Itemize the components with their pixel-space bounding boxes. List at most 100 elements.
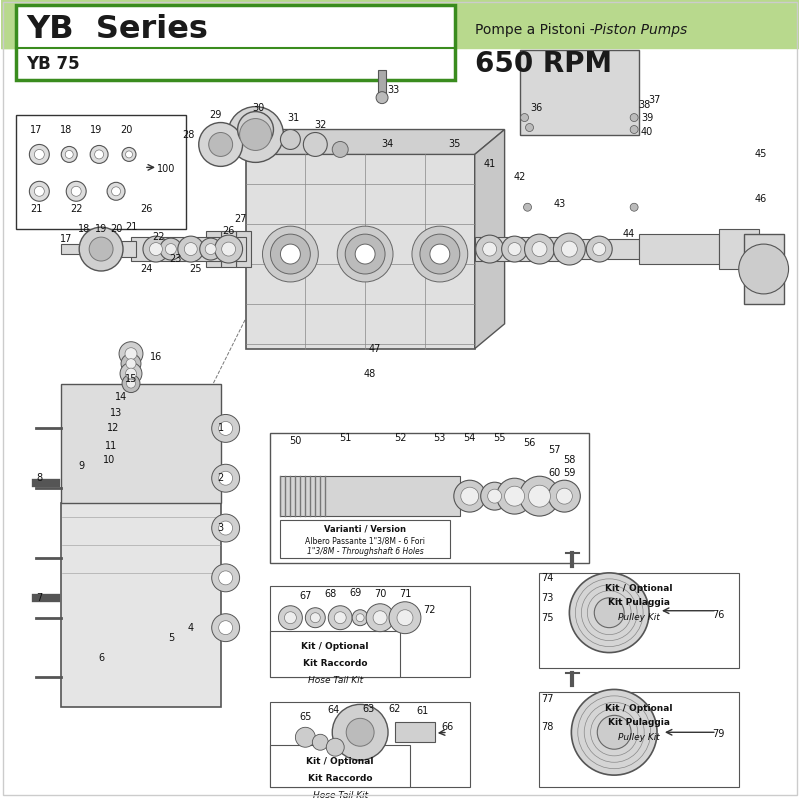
Circle shape — [122, 374, 140, 393]
Text: 61: 61 — [417, 706, 429, 716]
Text: 66: 66 — [442, 722, 454, 732]
Circle shape — [519, 476, 559, 516]
Circle shape — [89, 237, 113, 261]
Bar — [96, 241, 136, 257]
Circle shape — [334, 612, 346, 624]
Circle shape — [532, 242, 547, 257]
Circle shape — [184, 242, 198, 255]
Circle shape — [206, 243, 216, 254]
Text: 63: 63 — [362, 704, 374, 714]
Bar — [270, 434, 590, 563]
Circle shape — [454, 480, 486, 512]
Circle shape — [373, 610, 387, 625]
Text: Pulley Kit: Pulley Kit — [618, 733, 660, 742]
Text: 52: 52 — [394, 434, 406, 443]
Text: 60: 60 — [548, 468, 561, 478]
Circle shape — [508, 242, 521, 255]
Text: 68: 68 — [324, 589, 336, 598]
Bar — [474, 237, 570, 261]
Circle shape — [346, 234, 385, 274]
Text: 30: 30 — [253, 102, 265, 113]
Text: Kit Pulaggia: Kit Pulaggia — [608, 718, 670, 727]
Text: 39: 39 — [641, 113, 654, 122]
Circle shape — [126, 358, 136, 369]
Circle shape — [166, 243, 176, 254]
Bar — [570, 239, 639, 259]
Text: 35: 35 — [449, 139, 461, 150]
Text: 40: 40 — [641, 126, 654, 137]
Text: 650 RPM: 650 RPM — [474, 50, 612, 78]
Circle shape — [212, 464, 239, 492]
Circle shape — [332, 142, 348, 158]
Circle shape — [598, 715, 631, 750]
Text: 32: 32 — [314, 119, 326, 130]
Circle shape — [586, 236, 612, 262]
Polygon shape — [474, 130, 505, 349]
Circle shape — [570, 573, 649, 653]
Bar — [221, 231, 236, 267]
Circle shape — [212, 414, 239, 442]
Circle shape — [214, 235, 242, 263]
Circle shape — [218, 521, 233, 535]
Circle shape — [120, 362, 142, 385]
Circle shape — [228, 106, 283, 162]
Polygon shape — [246, 130, 505, 154]
Text: Hose Tail Kit: Hose Tail Kit — [313, 790, 368, 799]
Text: 55: 55 — [494, 434, 506, 443]
Circle shape — [218, 471, 233, 485]
Text: Piston Pumps: Piston Pumps — [594, 23, 687, 37]
Text: 13: 13 — [110, 409, 122, 418]
Text: 42: 42 — [514, 172, 526, 182]
Text: 21: 21 — [30, 204, 42, 214]
Circle shape — [66, 150, 74, 158]
Text: 20: 20 — [120, 125, 132, 134]
Circle shape — [178, 236, 204, 262]
Text: 8: 8 — [36, 474, 42, 483]
Circle shape — [366, 604, 394, 632]
Circle shape — [107, 182, 125, 200]
Circle shape — [270, 234, 310, 274]
Text: 70: 70 — [374, 589, 386, 598]
Circle shape — [238, 111, 274, 147]
Circle shape — [71, 186, 81, 196]
Circle shape — [34, 186, 44, 196]
Bar — [131, 237, 246, 261]
Text: 54: 54 — [463, 434, 476, 443]
Bar — [17, 114, 186, 229]
Text: 31: 31 — [287, 113, 299, 122]
Circle shape — [303, 133, 327, 157]
Bar — [270, 702, 470, 787]
Circle shape — [630, 203, 638, 211]
Text: Kit / Optional: Kit / Optional — [606, 584, 673, 594]
Text: 44: 44 — [623, 229, 635, 239]
Circle shape — [122, 147, 136, 162]
Text: Kit / Optional: Kit / Optional — [302, 642, 369, 651]
Circle shape — [332, 704, 388, 760]
Circle shape — [338, 226, 393, 282]
Circle shape — [420, 234, 460, 274]
Text: 45: 45 — [754, 150, 767, 159]
Text: 51: 51 — [339, 434, 351, 443]
Circle shape — [430, 244, 450, 264]
Text: Hose Tail Kit: Hose Tail Kit — [308, 676, 363, 685]
Circle shape — [200, 238, 222, 260]
Circle shape — [346, 718, 374, 746]
Text: 16: 16 — [150, 352, 162, 362]
Circle shape — [30, 182, 50, 202]
Text: 59: 59 — [563, 468, 575, 478]
Text: 41: 41 — [483, 159, 496, 170]
Text: 46: 46 — [754, 194, 766, 204]
Text: Kit Raccordo: Kit Raccordo — [308, 774, 373, 782]
Circle shape — [376, 92, 388, 104]
Text: 17: 17 — [30, 125, 42, 134]
Text: 2: 2 — [218, 474, 224, 483]
Text: 47: 47 — [369, 344, 382, 354]
Circle shape — [281, 130, 300, 150]
Text: YB 75: YB 75 — [26, 54, 80, 73]
Text: 43: 43 — [554, 199, 566, 210]
Circle shape — [295, 727, 315, 747]
Bar — [206, 231, 221, 267]
Text: 1"3/8M - Throughshaft 6 Holes: 1"3/8M - Throughshaft 6 Holes — [306, 547, 423, 557]
Text: 28: 28 — [182, 130, 195, 139]
Text: Varianti / Version: Varianti / Version — [324, 525, 406, 534]
